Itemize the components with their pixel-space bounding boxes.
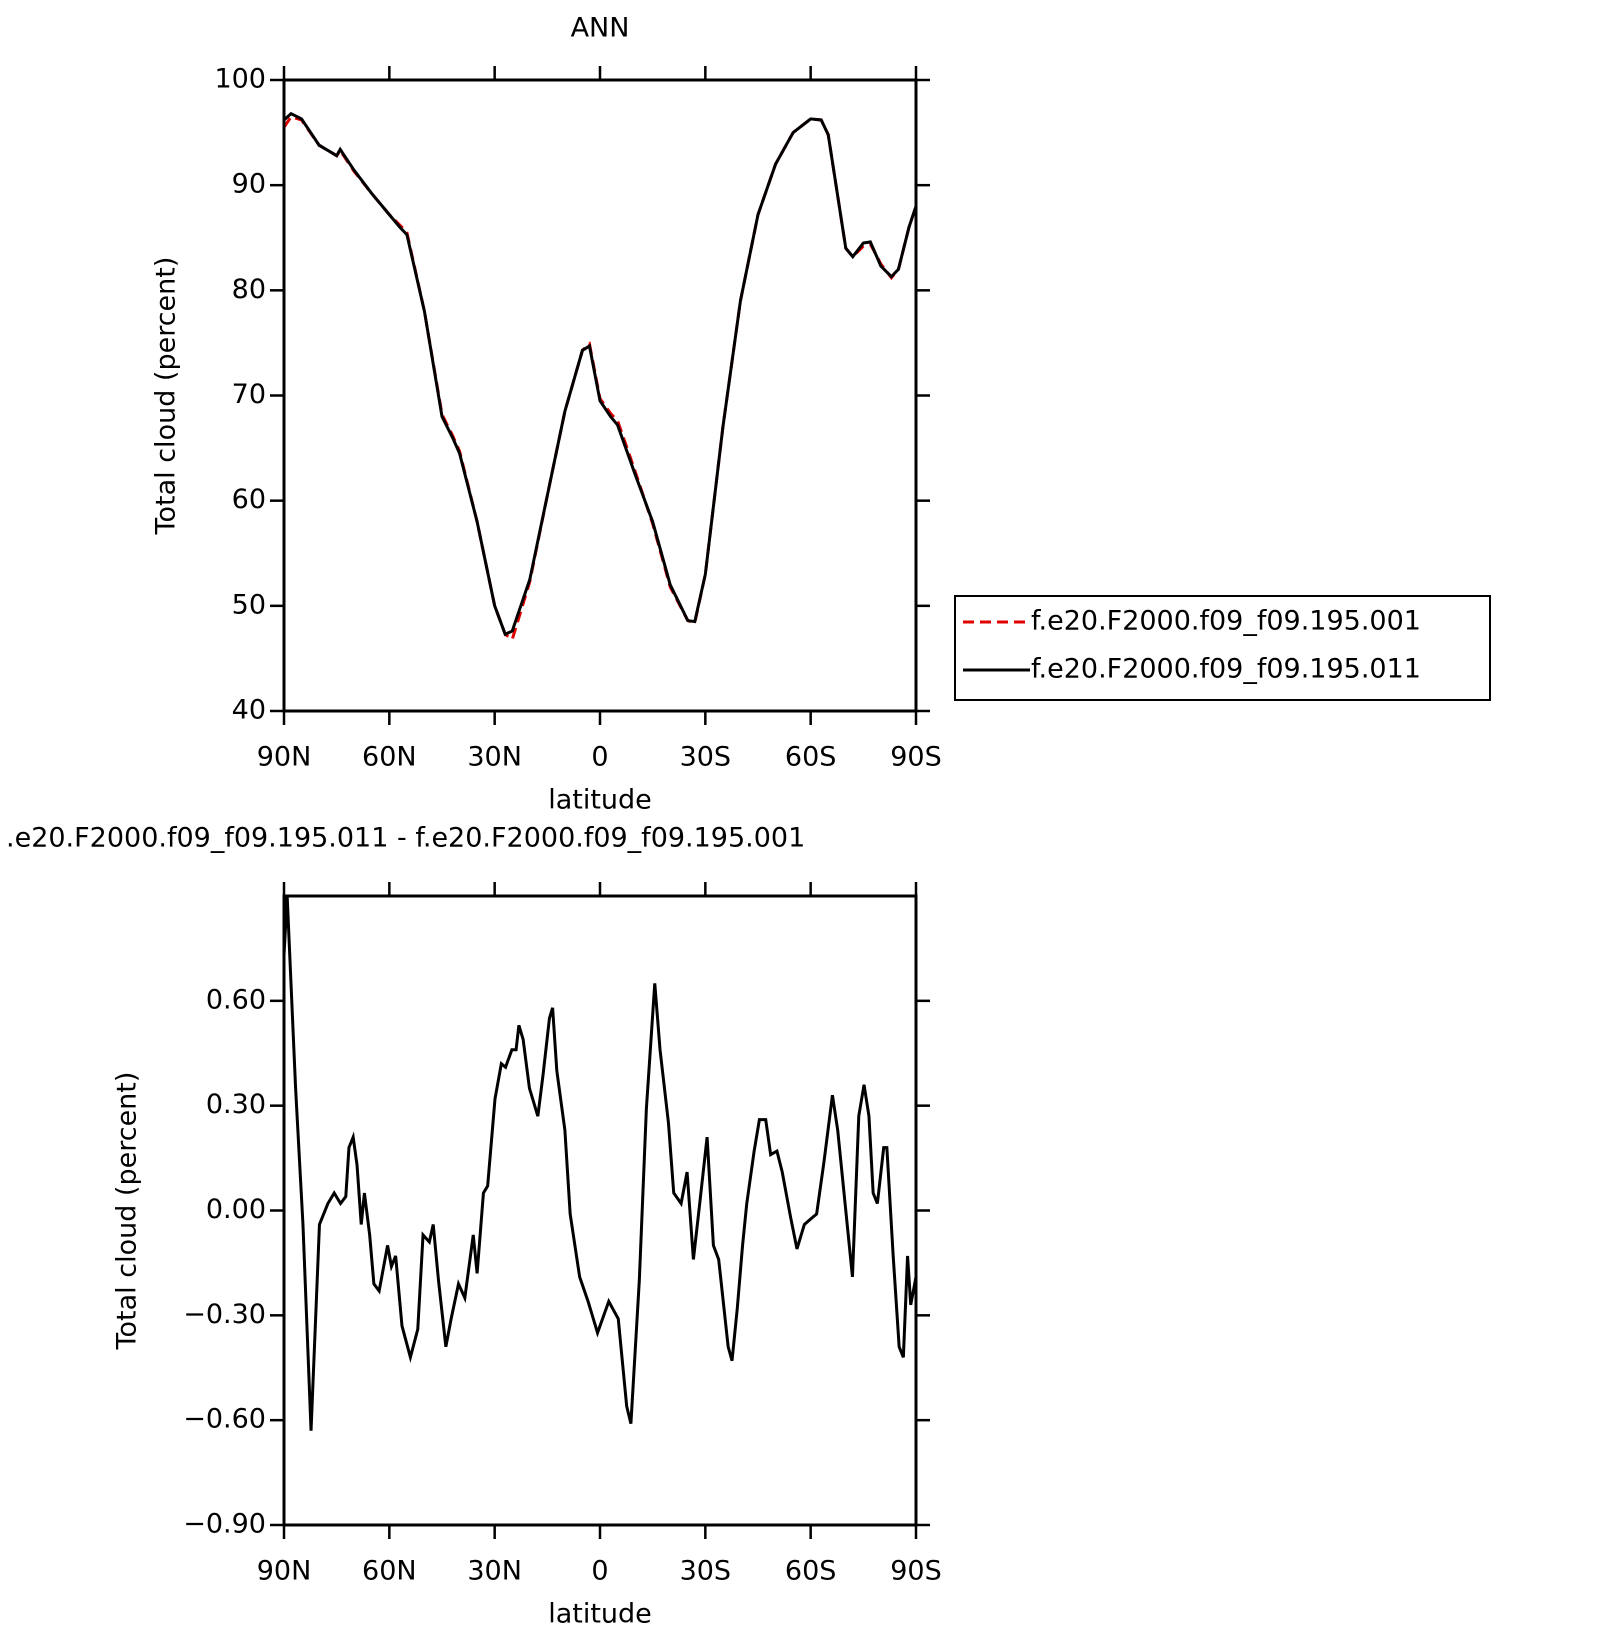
y-tick-label: 100 xyxy=(214,64,266,95)
x-tick-label: 60N xyxy=(362,742,417,773)
y-tick-label: 0.00 xyxy=(206,1194,266,1225)
y-tick-label: 50 xyxy=(232,589,266,620)
x-tick-label: 30N xyxy=(467,1556,522,1587)
x-tick-label: 90N xyxy=(257,742,312,773)
x-tick-label: 60S xyxy=(785,1556,837,1587)
x-tick-label: 90S xyxy=(890,1556,942,1587)
x-axis-label: latitude xyxy=(548,785,652,816)
legend-label: f.e20.F2000.f09_f09.195.011 xyxy=(1031,654,1421,685)
x-tick-label: 0 xyxy=(591,742,608,773)
plot-frame xyxy=(282,894,918,1527)
x-tick-label: 60S xyxy=(785,742,837,773)
y-tick-label: 80 xyxy=(232,274,266,305)
y-axis-label: Total cloud (percent) xyxy=(151,257,182,536)
y-axis-label: Total cloud (percent) xyxy=(112,1072,143,1351)
x-tick-label: 60N xyxy=(362,1556,417,1587)
legend-label: f.e20.F2000.f09_f09.195.001 xyxy=(1031,606,1421,637)
data-line xyxy=(284,115,916,642)
legend-box xyxy=(954,595,1491,701)
y-tick-label: 70 xyxy=(232,379,266,410)
x-tick-label: 30S xyxy=(680,742,732,773)
y-tick-label: −0.90 xyxy=(183,1509,266,1540)
y-tick-label: 0.30 xyxy=(206,1089,266,1120)
data-line xyxy=(284,111,916,637)
x-tick-label: 90S xyxy=(890,742,942,773)
y-tick-label: 40 xyxy=(232,695,266,726)
x-axis-label: latitude xyxy=(548,1599,652,1630)
x-tick-label: 0 xyxy=(591,1556,608,1587)
x-tick-label: 90N xyxy=(257,1556,312,1587)
chart-title: .e20.F2000.f09_f09.195.011 - f.e20.F2000… xyxy=(6,823,805,854)
x-tick-label: 30S xyxy=(680,1556,732,1587)
x-tick-label: 30N xyxy=(467,742,522,773)
y-tick-label: −0.30 xyxy=(183,1299,266,1330)
chart-title: ANN xyxy=(571,13,630,44)
plot-frame xyxy=(282,78,918,713)
y-tick-label: −0.60 xyxy=(183,1404,266,1435)
y-tick-label: 0.60 xyxy=(206,984,266,1015)
y-tick-label: 90 xyxy=(232,169,266,200)
data-line xyxy=(284,896,916,1431)
y-tick-label: 60 xyxy=(232,484,266,515)
